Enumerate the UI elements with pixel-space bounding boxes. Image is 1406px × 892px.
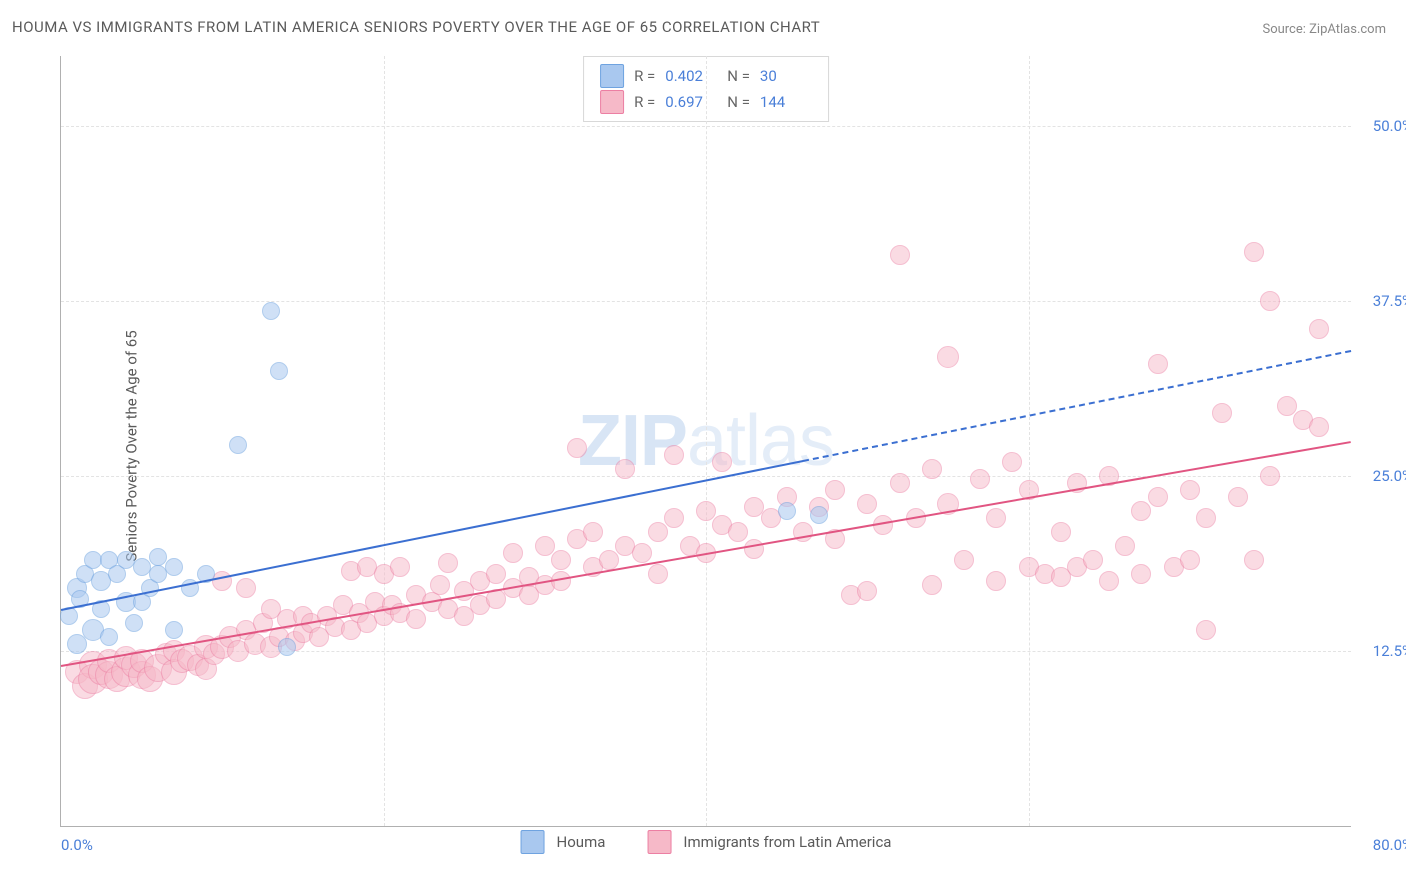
- series-a-point: [100, 628, 118, 646]
- series-b-point: [632, 543, 652, 563]
- chart-plot-area: ZIPatlas R = 0.402 N = 30 R = 0.697 N = …: [60, 56, 1351, 827]
- series-b-point: [390, 557, 410, 577]
- series-b-point: [551, 550, 571, 570]
- chart-title: HOUMA VS IMMIGRANTS FROM LATIN AMERICA S…: [12, 18, 820, 36]
- series-b-point: [430, 575, 450, 595]
- legend-label-b: Immigrants from Latin America: [683, 833, 891, 851]
- series-a-point: [125, 614, 143, 632]
- series-b-point: [954, 550, 974, 570]
- series-b-point: [567, 438, 587, 458]
- series-a-point: [67, 634, 87, 654]
- series-b-point: [986, 508, 1006, 528]
- stats-r-label: R =: [634, 89, 655, 115]
- series-a-point: [149, 548, 167, 566]
- series-b-point: [1051, 522, 1071, 542]
- series-b-point: [744, 539, 764, 559]
- series-a-trend-dashed: [803, 350, 1352, 462]
- series-b-point: [1228, 487, 1248, 507]
- series-b-point: [1131, 564, 1151, 584]
- series-b-point: [890, 245, 910, 265]
- stats-swatch-a: [600, 64, 624, 88]
- x-tick-right: 80.0%: [1373, 836, 1406, 854]
- series-b-point: [1148, 487, 1168, 507]
- series-b-point: [937, 346, 959, 368]
- series-b-point: [1099, 571, 1119, 591]
- series-b-point: [922, 459, 942, 479]
- series-a-point: [778, 502, 796, 520]
- series-b-point: [1115, 536, 1135, 556]
- stats-n-label: N =: [727, 63, 750, 89]
- stats-r-label: R =: [634, 63, 655, 89]
- series-b-point: [406, 609, 426, 629]
- series-b-point: [664, 445, 684, 465]
- y-tick-label: 25.0%: [1373, 467, 1406, 485]
- series-b-point: [970, 469, 990, 489]
- series-b-point: [1148, 354, 1168, 374]
- series-b-point: [1244, 242, 1264, 262]
- series-b-point: [890, 473, 910, 493]
- gridline-v: [1029, 56, 1030, 826]
- series-b-point: [599, 550, 619, 570]
- series-b-point: [438, 553, 458, 573]
- legend-swatch-b: [647, 830, 671, 854]
- series-a-point: [810, 506, 828, 524]
- y-tick-label: 50.0%: [1373, 117, 1406, 135]
- series-b-point: [1196, 508, 1216, 528]
- stats-n-b: 144: [760, 89, 812, 115]
- chart-legend: Houma Immigrants from Latin America: [521, 830, 892, 854]
- gridline-v: [706, 56, 707, 826]
- series-b-point: [664, 508, 684, 528]
- series-b-point: [1260, 291, 1280, 311]
- series-b-point: [825, 480, 845, 500]
- stats-n-label: N =: [727, 89, 750, 115]
- series-b-point: [486, 564, 506, 584]
- stats-swatch-b: [600, 90, 624, 114]
- series-b-point: [648, 564, 668, 584]
- series-a-point: [270, 362, 288, 380]
- series-b-point: [1180, 550, 1200, 570]
- series-b-point: [1180, 480, 1200, 500]
- y-tick-label: 12.5%: [1373, 642, 1406, 660]
- legend-swatch-a: [521, 830, 545, 854]
- series-a-point: [165, 558, 183, 576]
- stats-n-a: 30: [760, 63, 812, 89]
- series-b-point: [648, 522, 668, 542]
- series-b-point: [1002, 452, 1022, 472]
- series-b-point: [503, 543, 523, 563]
- series-b-point: [712, 452, 732, 472]
- y-tick-label: 37.5%: [1373, 292, 1406, 310]
- series-b-point: [857, 494, 877, 514]
- stats-r-a: 0.402: [665, 63, 717, 89]
- series-b-point: [236, 578, 256, 598]
- series-b-point: [1309, 417, 1329, 437]
- series-b-point: [922, 575, 942, 595]
- series-b-point: [696, 501, 716, 521]
- series-b-point: [1083, 550, 1103, 570]
- series-b-point: [583, 522, 603, 542]
- series-a-point: [278, 638, 296, 656]
- stats-r-b: 0.697: [665, 89, 717, 115]
- series-b-point: [615, 459, 635, 479]
- series-b-point: [1196, 620, 1216, 640]
- series-b-point: [986, 571, 1006, 591]
- series-a-point: [262, 302, 280, 320]
- series-a-point: [229, 436, 247, 454]
- x-tick-left: 0.0%: [61, 836, 93, 854]
- series-b-point: [1244, 550, 1264, 570]
- series-b-point: [1309, 319, 1329, 339]
- gridline-v: [384, 56, 385, 826]
- series-b-point: [1277, 396, 1297, 416]
- series-b-point: [857, 581, 877, 601]
- series-b-point: [1131, 501, 1151, 521]
- series-b-point: [535, 536, 555, 556]
- series-b-point: [728, 522, 748, 542]
- source-attribution: Source: ZipAtlas.com: [1262, 22, 1386, 37]
- series-a-point: [165, 621, 183, 639]
- series-b-point: [1212, 403, 1232, 423]
- legend-label-a: Houma: [557, 833, 606, 851]
- series-b-point: [1260, 466, 1280, 486]
